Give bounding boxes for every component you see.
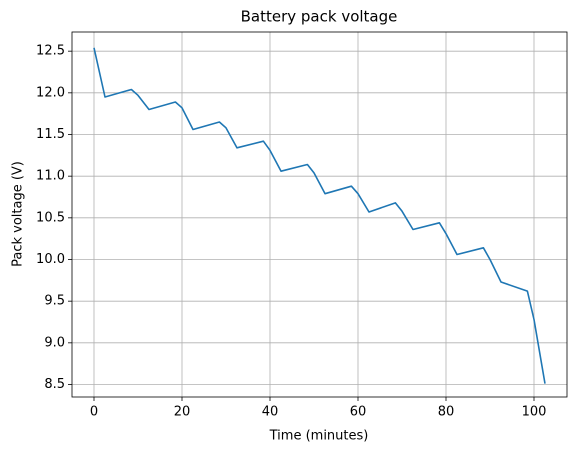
- x-axis-label: Time (minutes): [269, 429, 369, 444]
- y-tick-label: 11.0: [36, 169, 65, 184]
- y-tick-label: 12.0: [36, 85, 65, 100]
- y-tick-label: 12.5: [36, 44, 65, 59]
- data-line: [93, 47, 546, 384]
- chart-title: Battery pack voltage: [241, 8, 398, 26]
- y-tick-label: 9.5: [44, 294, 65, 309]
- y-tick-label: 10.0: [36, 252, 65, 267]
- y-tick-label: 10.5: [36, 210, 65, 225]
- y-tick-label: 9.0: [44, 335, 65, 350]
- plot-frame: [71, 31, 568, 398]
- y-axis-label: Pack voltage (V): [11, 161, 26, 267]
- x-tick-label: 80: [438, 405, 455, 420]
- y-tick-label: 8.5: [44, 377, 65, 392]
- x-tick-label: 100: [522, 405, 547, 420]
- x-tick-label: 20: [174, 405, 191, 420]
- x-tick-label: 40: [262, 405, 279, 420]
- y-tick-label: 11.5: [36, 127, 65, 142]
- x-tick-label: 0: [90, 405, 98, 420]
- x-tick-label: 60: [350, 405, 367, 420]
